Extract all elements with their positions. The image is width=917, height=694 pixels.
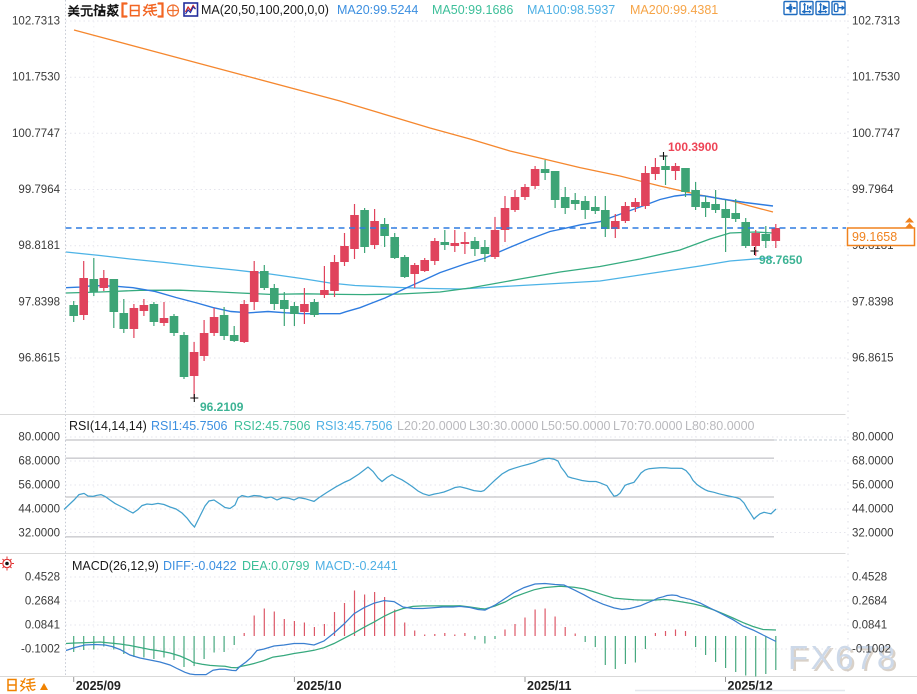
svg-text:RSI2:45.7506: RSI2:45.7506 — [234, 419, 310, 433]
svg-text:100.7747: 100.7747 — [12, 128, 60, 140]
svg-text:MACD(26,12,9): MACD(26,12,9) — [72, 559, 159, 573]
svg-text:L80:80.0000: L80:80.0000 — [685, 419, 755, 433]
svg-text:0.2684: 0.2684 — [25, 596, 61, 608]
svg-text:0.4528: 0.4528 — [25, 572, 60, 584]
svg-text:101.7530: 101.7530 — [852, 72, 900, 84]
svg-text:MA50:99.1686: MA50:99.1686 — [432, 3, 513, 17]
svg-text:2025/09: 2025/09 — [76, 679, 121, 693]
svg-text:RSI(14,14,14): RSI(14,14,14) — [69, 419, 147, 433]
svg-text:0.2684: 0.2684 — [852, 596, 888, 608]
svg-text:0.4528: 0.4528 — [852, 572, 887, 584]
svg-text:96.8615: 96.8615 — [852, 353, 894, 365]
svg-text:97.8398: 97.8398 — [18, 296, 60, 308]
svg-text:MA20:99.5244: MA20:99.5244 — [337, 3, 418, 17]
svg-text:44.0000: 44.0000 — [18, 504, 60, 516]
svg-text:2025/11: 2025/11 — [527, 679, 572, 693]
svg-text:80.0000: 80.0000 — [18, 432, 60, 444]
svg-text:0.0841: 0.0841 — [25, 620, 60, 632]
svg-text:56.0000: 56.0000 — [852, 480, 894, 492]
svg-text:44.0000: 44.0000 — [852, 504, 894, 516]
svg-text:96.2109: 96.2109 — [200, 400, 244, 414]
svg-text:99.7964: 99.7964 — [18, 184, 60, 196]
svg-text:0.0841: 0.0841 — [852, 620, 887, 632]
svg-text:FX678: FX678 — [788, 639, 898, 676]
svg-text:RSI1:45.7506: RSI1:45.7506 — [151, 419, 227, 433]
svg-text:DEA:0.0799: DEA:0.0799 — [242, 559, 309, 573]
svg-text:MA100:98.5937: MA100:98.5937 — [527, 3, 615, 17]
svg-text:32.0000: 32.0000 — [18, 528, 60, 540]
svg-text:68.0000: 68.0000 — [18, 456, 60, 468]
svg-text:L20:20.0000: L20:20.0000 — [397, 419, 467, 433]
svg-text:100.7747: 100.7747 — [852, 128, 900, 140]
svg-text:96.8615: 96.8615 — [18, 353, 60, 365]
svg-text:68.0000: 68.0000 — [852, 456, 894, 468]
svg-text:99.1658: 99.1658 — [852, 230, 897, 244]
svg-text:98.8181: 98.8181 — [18, 240, 60, 252]
svg-text:MA(20,50,100,200,0,0): MA(20,50,100,200,0,0) — [201, 3, 329, 17]
svg-text:101.7530: 101.7530 — [12, 72, 60, 84]
svg-text:L50:50.0000: L50:50.0000 — [541, 419, 611, 433]
svg-text:MACD:-0.2441: MACD:-0.2441 — [315, 559, 398, 573]
svg-text:-0.1002: -0.1002 — [852, 644, 891, 656]
svg-text:2025/12: 2025/12 — [728, 679, 773, 693]
svg-text:L70:70.0000: L70:70.0000 — [613, 419, 683, 433]
svg-text:-0.1002: -0.1002 — [21, 644, 60, 656]
svg-text:FX678: FX678 — [790, 641, 900, 678]
svg-text:DIFF:-0.0422: DIFF:-0.0422 — [163, 559, 237, 573]
svg-text:99.7964: 99.7964 — [852, 184, 894, 196]
svg-text:100.3900: 100.3900 — [668, 140, 718, 154]
svg-text:RSI3:45.7506: RSI3:45.7506 — [316, 419, 392, 433]
svg-text:2025/10: 2025/10 — [296, 679, 341, 693]
svg-text:L30:30.0000: L30:30.0000 — [469, 419, 539, 433]
svg-text:97.8398: 97.8398 — [852, 296, 894, 308]
svg-text:102.7313: 102.7313 — [12, 16, 60, 28]
svg-text:98.7650: 98.7650 — [759, 253, 803, 267]
svg-text:102.7313: 102.7313 — [852, 16, 900, 28]
svg-text:32.0000: 32.0000 — [852, 528, 894, 540]
svg-text:MA200:99.4381: MA200:99.4381 — [630, 3, 718, 17]
svg-text:56.0000: 56.0000 — [18, 480, 60, 492]
svg-text:80.0000: 80.0000 — [852, 432, 894, 444]
